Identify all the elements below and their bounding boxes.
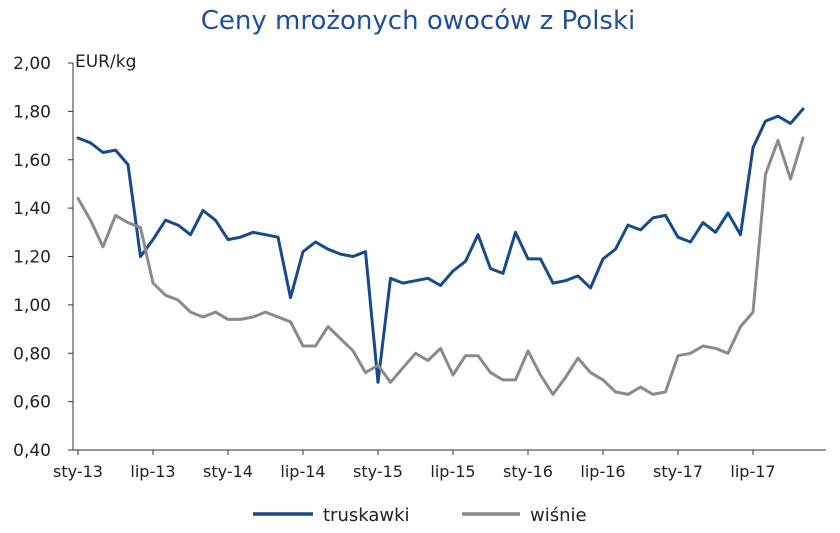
unit-label: EUR/kg — [75, 52, 136, 72]
y-tick-label: 1,60 — [13, 151, 51, 171]
chart-title: Ceny mrożonych owoców z Polski — [201, 6, 636, 36]
series-lines — [76, 107, 805, 396]
series-line-truskawki — [76, 107, 805, 384]
x-tick-label: sty-16 — [503, 462, 553, 481]
y-tick-label: 0,60 — [13, 393, 51, 413]
legend: truskawki wiśnie — [253, 505, 587, 526]
x-tick-label: lip-14 — [280, 462, 325, 481]
y-tick-label: 1,80 — [13, 102, 51, 122]
y-tick-label: 2,00 — [13, 54, 51, 74]
x-tick-label: lip-13 — [130, 462, 175, 481]
x-tick-label: sty-14 — [203, 462, 253, 481]
x-tick-label: lip-15 — [430, 462, 475, 481]
x-tick-label: sty-17 — [653, 462, 703, 481]
y-axis-ticks: 0,40 0,60 0,80 1,00 1,20 1,40 1,60 1,80 2,00 — [13, 54, 73, 461]
x-tick-label: lip-17 — [730, 462, 775, 481]
y-tick-label: 1,20 — [13, 248, 51, 268]
x-tick-label: sty-15 — [353, 462, 403, 481]
legend-label: wiśnie — [530, 505, 587, 526]
y-tick-label: 1,40 — [13, 199, 51, 219]
series-line-wiśnie — [76, 136, 805, 396]
x-tick-label: sty-13 — [53, 462, 103, 481]
axes — [72, 63, 826, 451]
y-tick-label: 0,80 — [13, 344, 51, 364]
legend-label: truskawki — [323, 505, 410, 526]
x-axis-ticks: sty-13 lip-13 sty-14 lip-14 sty-15 lip-15 sty-… — [53, 450, 776, 481]
x-tick-label: lip-16 — [580, 462, 625, 481]
y-tick-label: 0,40 — [13, 441, 51, 461]
y-tick-label: 1,00 — [13, 296, 51, 316]
